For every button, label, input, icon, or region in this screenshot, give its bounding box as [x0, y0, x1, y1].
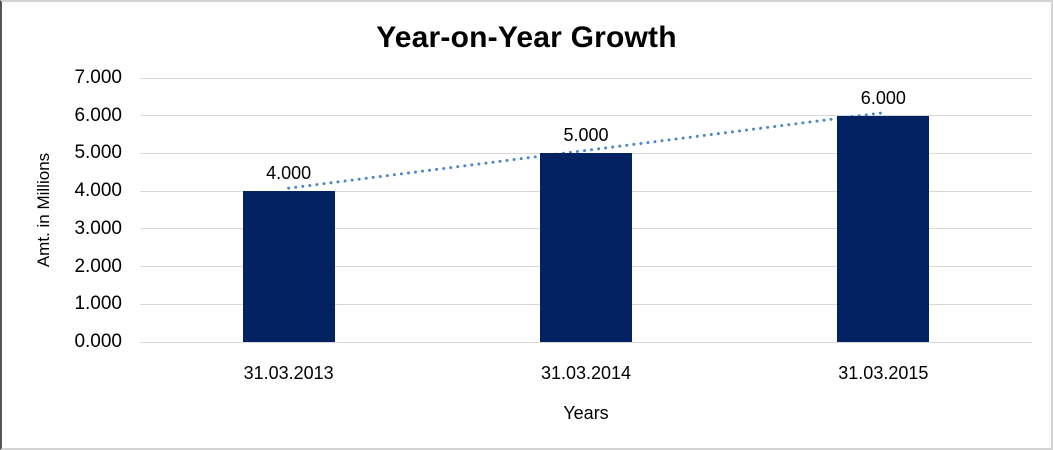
y-tick-label: 6.000 — [74, 104, 122, 126]
y-tick-label: 3.000 — [74, 217, 122, 239]
bar-value-label: 5.000 — [563, 125, 609, 146]
y-tick-label: 0.000 — [74, 331, 122, 352]
plot-area: 4.000 5.000 6.000 — [140, 77, 1032, 343]
y-tick-label: 2.000 — [74, 255, 122, 277]
bar — [242, 191, 335, 342]
bar — [837, 115, 930, 342]
gridline — [140, 115, 1032, 117]
bar — [540, 153, 632, 342]
x-axis-title: Years — [563, 403, 609, 423]
gridline — [140, 341, 1032, 343]
trendline — [287, 111, 885, 190]
bar-value-label: 6.000 — [860, 87, 906, 108]
bar-value-label: 4.000 — [266, 163, 312, 184]
gridline — [140, 152, 1032, 154]
x-category-label: 31.03.2014 — [540, 363, 632, 383]
y-axis-title: Amt. in Millions — [34, 152, 53, 268]
y-tick-label: 1.000 — [74, 293, 122, 315]
x-category-label: 31.03.2013 — [243, 363, 334, 383]
y-tick-label: 4.000 — [74, 180, 122, 202]
gridline — [140, 77, 1032, 79]
y-tick-label: 5.000 — [74, 142, 122, 164]
chart-title: Year-on-Year Growth — [376, 21, 677, 54]
y-tick-label: 7.000 — [74, 67, 122, 88]
x-category-label: 31.03.2015 — [838, 363, 929, 383]
